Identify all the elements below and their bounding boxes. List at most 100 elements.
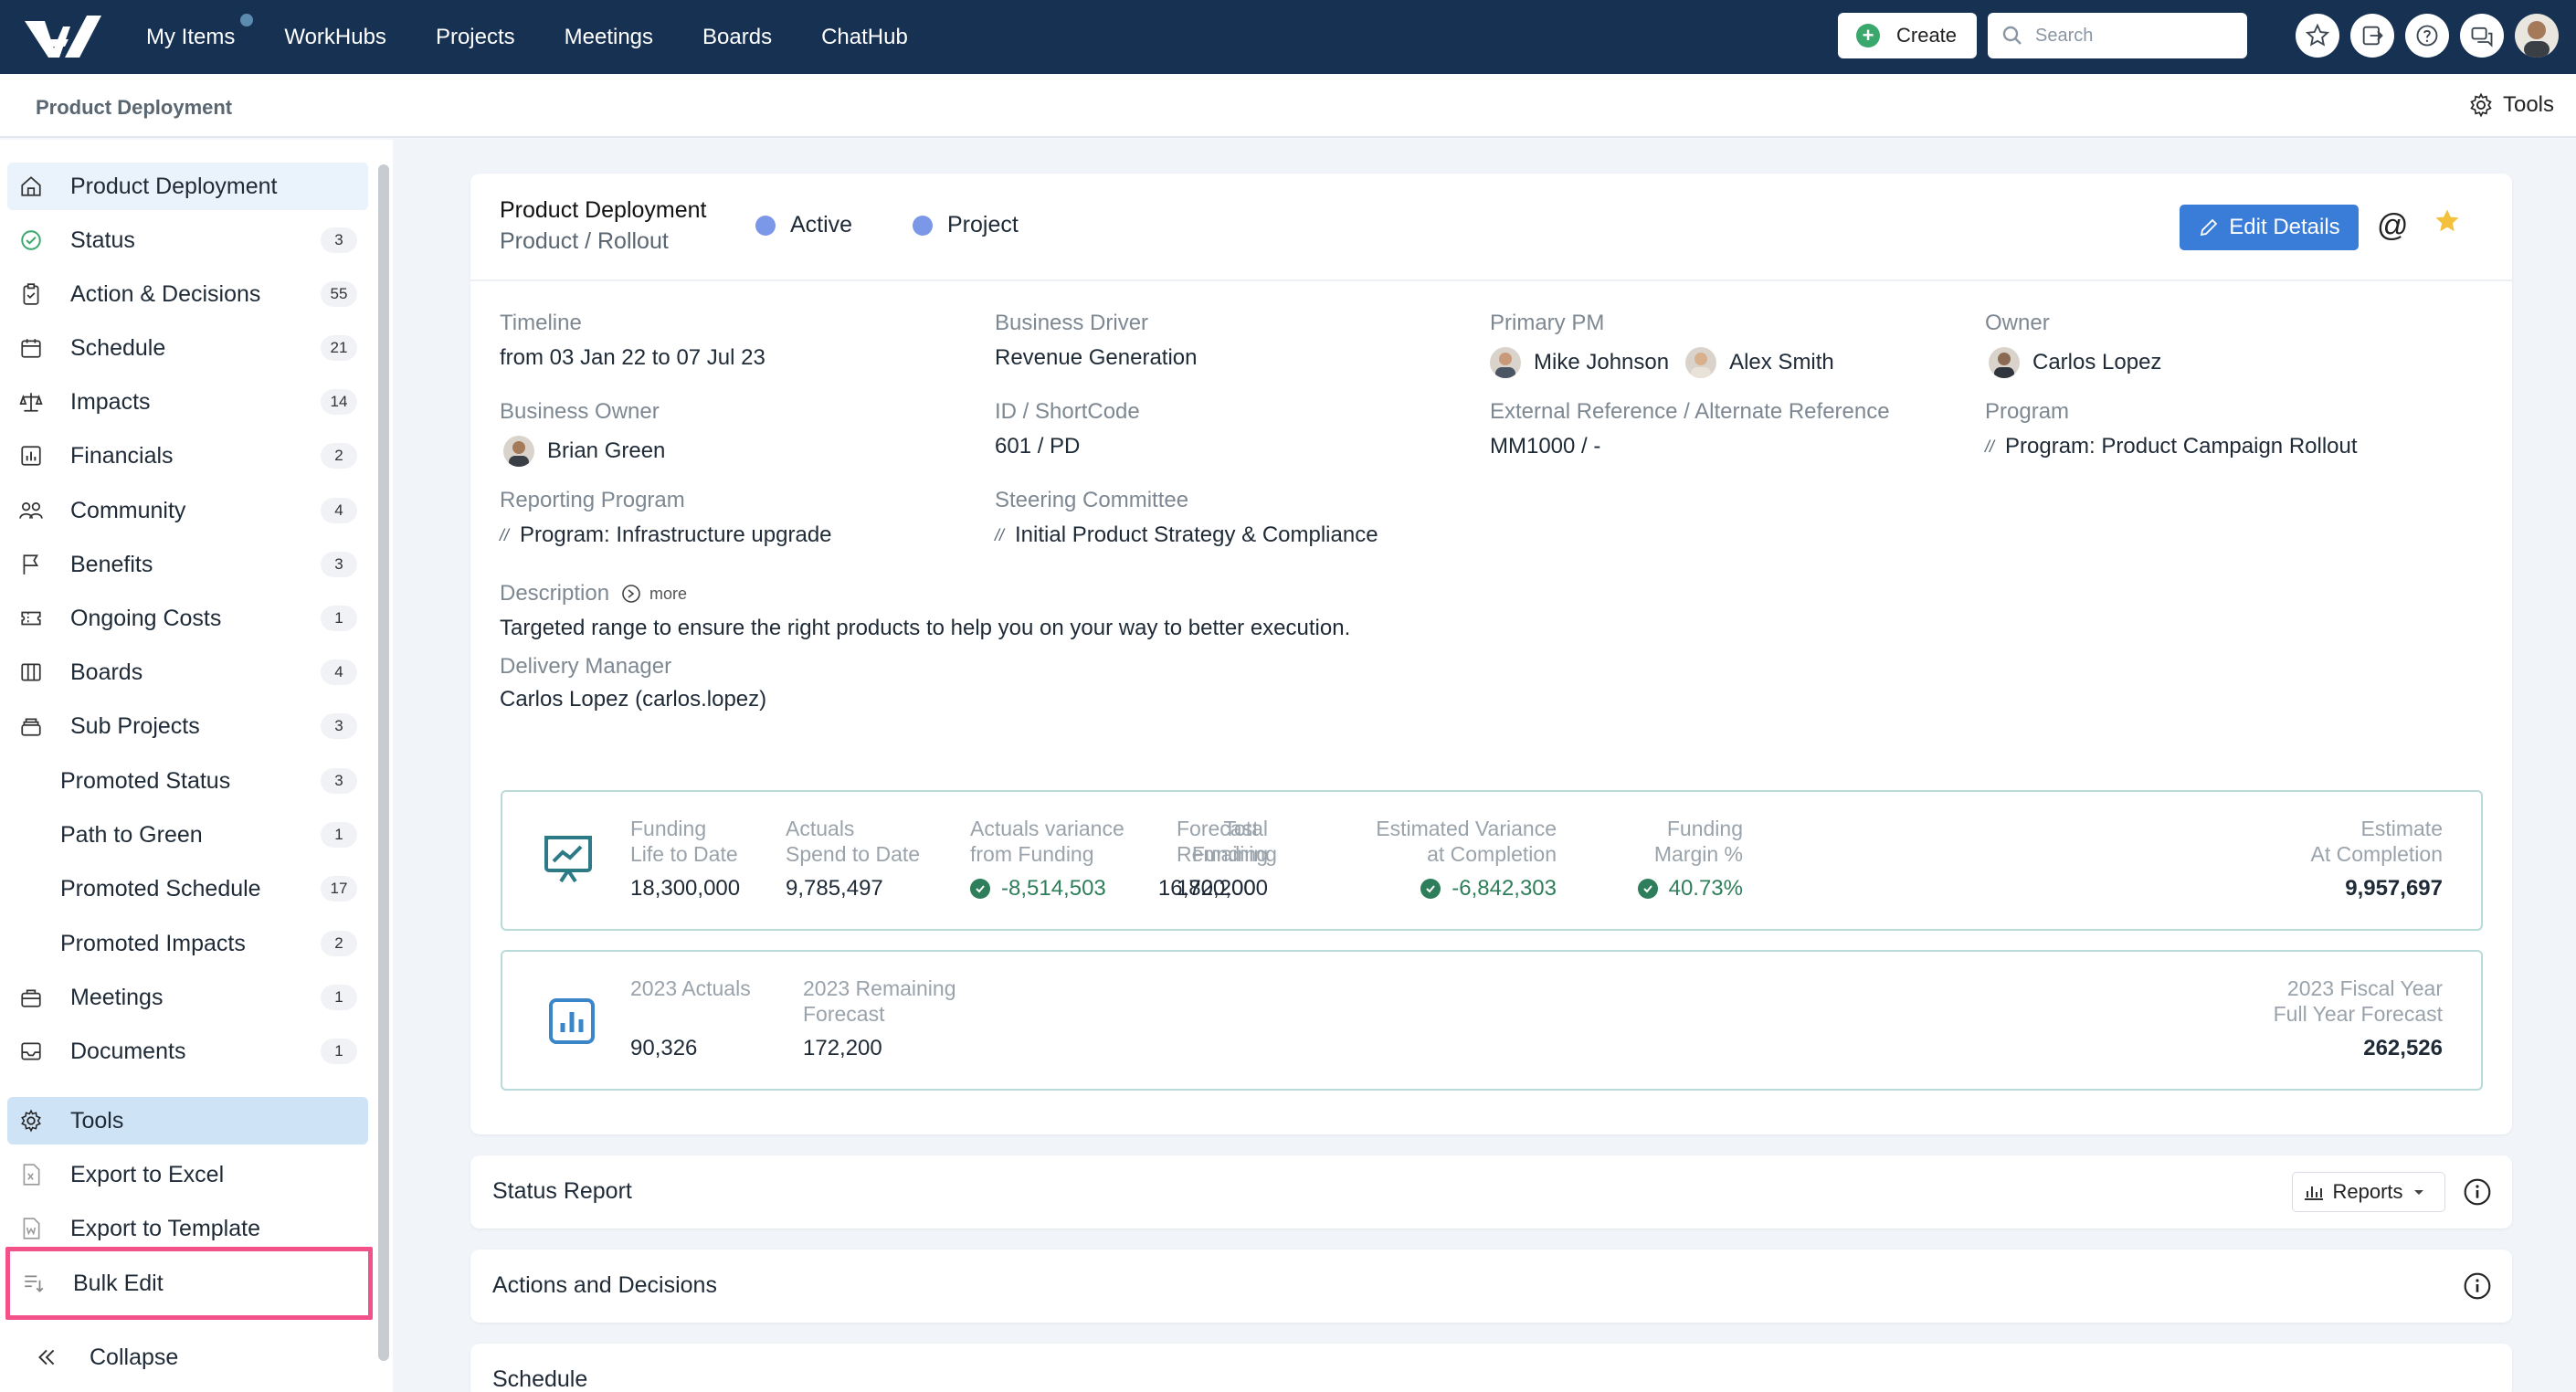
search-input[interactable]: Search: [1988, 13, 2247, 58]
help-icon[interactable]: [2405, 14, 2449, 58]
sidebar-item-label: Export to Excel: [70, 1161, 225, 1187]
sidebar-item-promoted-impacts[interactable]: Promoted Impacts 2: [7, 920, 368, 967]
sidebar-item-schedule[interactable]: Schedule 21: [7, 324, 368, 372]
nav-projects[interactable]: Projects: [435, 24, 515, 49]
sidebar-item-sub-projects[interactable]: Sub Projects 3: [7, 702, 368, 750]
steering-committee-value[interactable]: // Initial Product Strategy & Compliance: [995, 522, 1378, 547]
actions-decisions-section[interactable]: Actions and Decisions: [470, 1250, 2512, 1323]
nav-boards[interactable]: Boards: [702, 24, 773, 49]
sidebar-item-status[interactable]: Status 3: [7, 216, 368, 264]
sign-in-icon[interactable]: [2350, 14, 2394, 58]
caret-down-icon: [2413, 1190, 2423, 1195]
fiscal-summary: 2023 Actuals 90,326 2023 Remaining Foreca…: [501, 950, 2483, 1091]
favorites-star-icon[interactable]: [2296, 14, 2339, 58]
sidebar-item-label: Export to Template: [70, 1215, 260, 1241]
app-logo[interactable]: [23, 10, 110, 65]
funding-margin-value: 40.73%: [1637, 876, 1743, 902]
check-icon: [970, 879, 990, 899]
pm-name[interactable]: Alex Smith: [1729, 350, 1834, 374]
sidebar-item-label: Promoted Schedule: [60, 875, 261, 902]
forecast-value: 172,200: [1177, 876, 1256, 901]
search-placeholder: Search: [2035, 25, 2094, 46]
steering-committee-label: Steering Committee: [995, 488, 1189, 512]
sidebar-item-export-excel[interactable]: Export to Excel: [7, 1151, 368, 1198]
count-badge: 3: [321, 227, 357, 253]
count-badge: 2: [321, 931, 357, 956]
schedule-section[interactable]: Schedule: [470, 1344, 2512, 1392]
external-reference-value: MM1000 / -: [1490, 434, 1601, 459]
nav-workhubs[interactable]: WorkHubs: [284, 24, 386, 49]
type-dot: [913, 215, 933, 236]
user-avatar[interactable]: [2515, 14, 2559, 58]
sidebar-item-impacts[interactable]: Impacts 14: [7, 378, 368, 426]
sidebar-item-community[interactable]: Community 4: [7, 487, 368, 534]
word-file-icon: [17, 1215, 45, 1242]
nav-chathub[interactable]: ChatHub: [821, 24, 908, 49]
type-tag: Project: [913, 212, 1019, 238]
actuals-value: 9,785,497: [786, 876, 883, 901]
status-report-section[interactable]: Status Report Reports: [470, 1155, 2512, 1229]
sidebar-scrollbar[interactable]: [378, 164, 389, 1361]
sidebar-item-meetings[interactable]: Meetings 1: [7, 974, 368, 1021]
chat-icon[interactable]: [2460, 14, 2504, 58]
section-title: Schedule: [492, 1366, 588, 1392]
section-title: Status Report: [492, 1178, 632, 1204]
more-toggle[interactable]: more: [620, 583, 687, 605]
search-icon: [2002, 26, 2022, 45]
sidebar-item-boards[interactable]: Boards 4: [7, 649, 368, 696]
sidebar-item-documents[interactable]: Documents 1: [7, 1028, 368, 1075]
sidebar-item-tools[interactable]: Tools: [7, 1097, 368, 1144]
report-chart-icon: [548, 997, 596, 1049]
total-funding-label: Total Funding: [1191, 817, 1268, 866]
actuals-label: Actuals Spend to Date: [786, 817, 921, 866]
sidebar-item-benefits[interactable]: Benefits 3: [7, 541, 368, 588]
reports-dropdown[interactable]: Reports: [2292, 1172, 2445, 1212]
mention-icon[interactable]: @: [2377, 208, 2409, 243]
sidebar-item-product-deployment[interactable]: Product Deployment: [7, 163, 368, 210]
create-button[interactable]: + Create: [1838, 13, 1977, 58]
sidebar-item-promoted-status[interactable]: Promoted Status 3: [7, 757, 368, 805]
sidebar-collapse-button[interactable]: Collapse: [7, 1334, 368, 1381]
sidebar-item-export-template[interactable]: Export to Template: [7, 1205, 368, 1252]
sidebar-item-promoted-schedule[interactable]: Promoted Schedule 17: [7, 865, 368, 912]
description-label: Description more: [500, 581, 688, 606]
breadcrumb[interactable]: Product Deployment: [36, 96, 233, 119]
sidebar-item-financials[interactable]: Financials 2: [7, 432, 368, 480]
sidebar-item-label: Documents: [70, 1038, 186, 1064]
sidebar-item-action-decisions[interactable]: Action & Decisions 55: [7, 270, 368, 318]
business-owner-label: Business Owner: [500, 399, 660, 424]
funding-margin-label: Funding Margin %: [1653, 817, 1743, 866]
edit-details-button[interactable]: Edit Details: [2180, 205, 2359, 250]
toggle-icon: [622, 585, 640, 603]
id-shortcode-label: ID / ShortCode: [995, 399, 1140, 424]
info-icon[interactable]: [2463, 1177, 2492, 1211]
link-icon: //: [1985, 437, 1995, 456]
main-nav: My Items WorkHubs Projects Meetings Boar…: [146, 11, 957, 50]
nav-my-items[interactable]: My Items: [146, 11, 256, 50]
sidebar-item-ongoing-costs[interactable]: Ongoing Costs 1: [7, 595, 368, 642]
calendar-icon: [17, 334, 45, 362]
people-icon: [17, 497, 45, 524]
project-card-header: Product Deployment Product / Rollout Act…: [470, 174, 2512, 281]
sidebar-item-label: Benefits: [70, 551, 153, 577]
project-title: Product Deployment: [500, 197, 707, 223]
home-icon: [17, 173, 45, 200]
tools-menu-button[interactable]: Tools: [2468, 92, 2554, 118]
info-icon[interactable]: [2463, 1271, 2492, 1305]
sidebar-item-label: Financials: [70, 442, 174, 469]
sidebar-item-label: Sub Projects: [70, 712, 200, 739]
nav-meetings[interactable]: Meetings: [564, 24, 654, 49]
pm-name[interactable]: Mike Johnson: [1534, 350, 1670, 374]
star-icon[interactable]: [2433, 206, 2462, 240]
business-owner-value: Brian Green: [503, 436, 665, 467]
project-subtitle: Product / Rollout: [500, 228, 669, 254]
reporting-program-value[interactable]: // Program: Infrastructure upgrade: [500, 522, 832, 547]
sidebar-item-path-to-green[interactable]: Path to Green 1: [7, 811, 368, 859]
sidebar-item-label: Ongoing Costs: [70, 605, 222, 631]
count-badge: 14: [321, 389, 357, 415]
sidebar-item-bulk-edit[interactable]: Bulk Edit: [5, 1247, 373, 1320]
link-icon: //: [500, 525, 510, 544]
program-value[interactable]: // Program: Product Campaign Rollout: [1985, 434, 2358, 459]
primary-pm-value: Mike Johnson Alex Smith: [1490, 347, 1834, 378]
sidebar-item-label: Tools: [70, 1107, 124, 1134]
